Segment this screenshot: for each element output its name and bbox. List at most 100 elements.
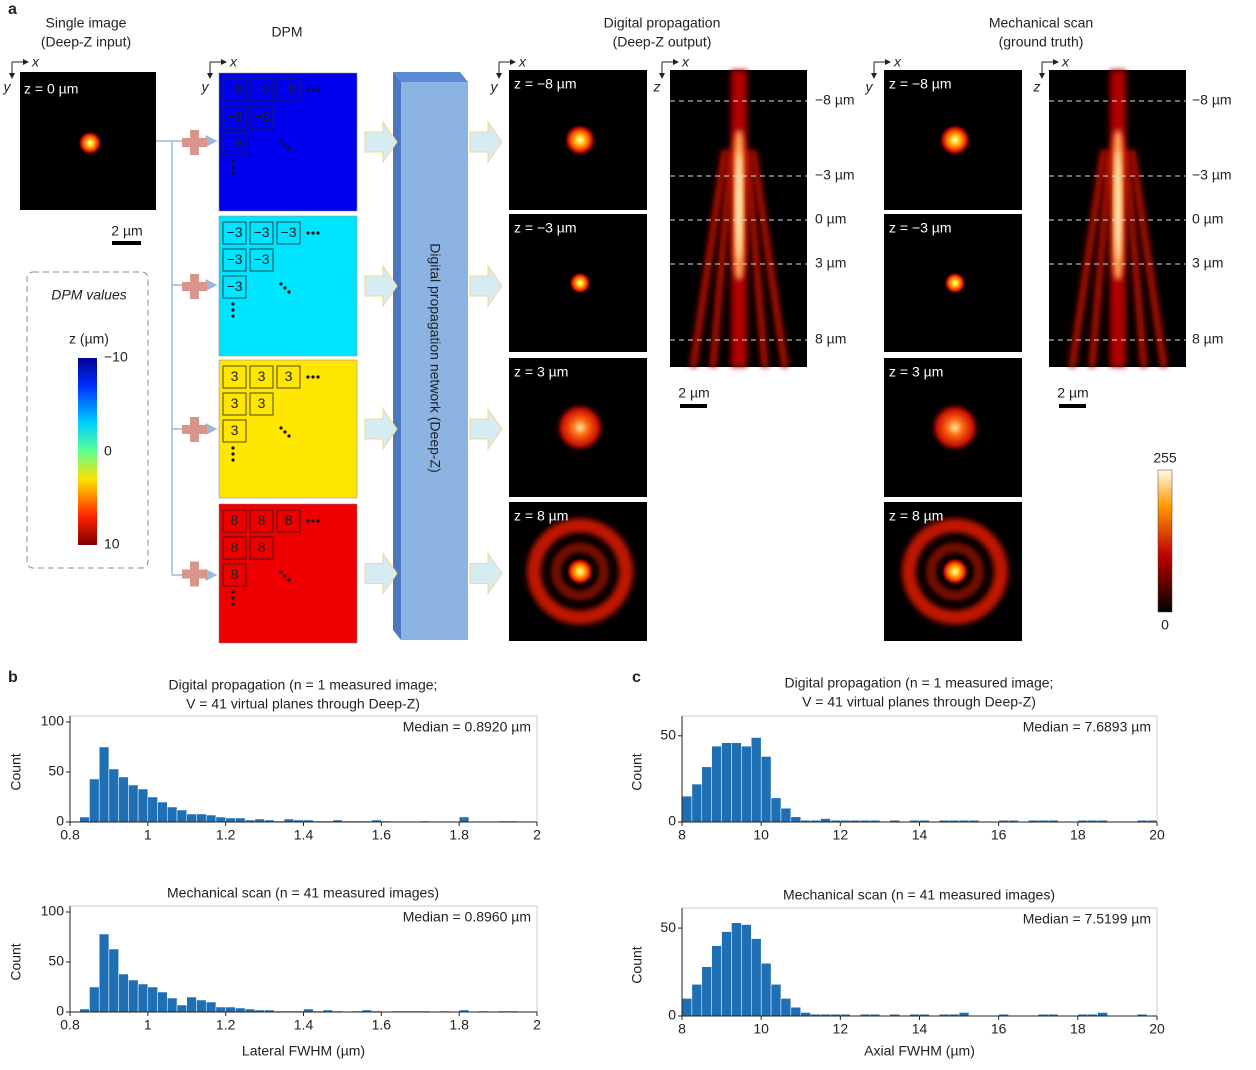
bar xyxy=(89,986,100,1013)
bar xyxy=(681,795,693,823)
dpm-map xyxy=(218,503,358,644)
dpm-value: −3 xyxy=(227,278,243,294)
y-tick-label: 0 xyxy=(56,1003,64,1019)
ellipsis-dot xyxy=(306,88,310,92)
plane-label: z = 3 µm xyxy=(514,364,568,380)
axis-letter: y xyxy=(3,79,12,95)
axis-letter: y xyxy=(201,79,210,95)
ellipsis-dot xyxy=(311,88,315,92)
plane-label: z = −3 µm xyxy=(514,220,577,236)
dpm-value: −3 xyxy=(281,224,297,240)
ellipsis-dot xyxy=(306,519,310,523)
x-tick-label: 0.8 xyxy=(60,1017,80,1033)
dpm-cell xyxy=(276,509,301,533)
block-arrow xyxy=(469,407,503,451)
dpm-value: −3 xyxy=(254,251,270,267)
bar xyxy=(691,783,703,823)
psf-ring xyxy=(527,518,633,625)
dpm-value: −3 xyxy=(254,224,270,240)
bar xyxy=(770,797,782,823)
psf-ring xyxy=(551,542,609,601)
dpm-value: −3 xyxy=(227,224,243,240)
bar xyxy=(760,962,772,1017)
depth-label: −8 µm xyxy=(815,92,855,108)
block-arrow xyxy=(469,551,503,596)
xz-lobe xyxy=(689,149,729,368)
x-tick-label: 20 xyxy=(1149,1021,1165,1037)
bar xyxy=(147,986,158,1013)
bar xyxy=(780,998,792,1017)
bar xyxy=(780,807,792,823)
xz-lobe xyxy=(1128,149,1168,368)
network-label: Digital propagation network (Deep-Z) xyxy=(427,243,443,473)
dpm-value: 3 xyxy=(231,395,239,411)
x-tick-label: 1.2 xyxy=(216,1017,236,1033)
median-label: Median = 0.8960 µm xyxy=(403,909,531,925)
dpm-map xyxy=(218,72,358,212)
dpm-cell xyxy=(249,105,274,129)
dpm-cell xyxy=(276,221,301,245)
bar xyxy=(731,742,742,823)
dpm-cell xyxy=(222,509,247,533)
ellipsis-dot xyxy=(231,165,235,169)
dpm-value: 3 xyxy=(258,368,266,384)
scale-label: 2 µm xyxy=(678,385,709,401)
dpm-map xyxy=(218,359,358,499)
depth-label: 8 µm xyxy=(815,331,846,347)
bar xyxy=(1097,1012,1108,1017)
ellipsis-dot xyxy=(279,570,283,574)
ellipsis-dot xyxy=(306,231,310,235)
bar xyxy=(711,945,722,1017)
ellipsis-dot xyxy=(283,430,287,434)
block-arrow xyxy=(364,264,398,308)
bar xyxy=(711,745,722,823)
colorbar-label: −10 xyxy=(104,349,128,365)
x-tick-label: 10 xyxy=(753,1021,769,1037)
axis-letter: x xyxy=(518,54,527,70)
bar xyxy=(681,998,693,1017)
intensity-colorbar xyxy=(1157,469,1173,613)
axis-letter: y xyxy=(865,79,874,95)
depth-label: −8 µm xyxy=(1192,92,1232,108)
ellipsis-dot xyxy=(231,159,235,163)
bar xyxy=(235,1007,246,1013)
bar xyxy=(458,816,470,823)
ellipsis-dot xyxy=(283,574,287,578)
y-axis-label: Count xyxy=(8,753,24,790)
ellipsis-dot xyxy=(306,375,310,379)
dpm-cell xyxy=(249,248,274,272)
plane-label: z = −8 µm xyxy=(889,76,952,92)
y-axis-label: Count xyxy=(629,753,645,790)
bar xyxy=(176,809,187,823)
axis-letter: x xyxy=(31,54,40,70)
bar xyxy=(79,816,90,823)
dpm-cell xyxy=(249,365,274,389)
network-box xyxy=(401,82,468,640)
dpm-cell xyxy=(222,275,247,299)
column-title: (Deep-Z output) xyxy=(613,34,712,50)
ellipsis-dot xyxy=(231,602,235,606)
depth-label: 3 µm xyxy=(815,255,846,271)
bar xyxy=(701,966,712,1017)
plane-label: z = 8 µm xyxy=(514,508,568,524)
bar xyxy=(137,788,149,823)
psf-spot xyxy=(569,272,591,294)
bar xyxy=(98,933,110,1013)
ellipsis-dot xyxy=(231,302,235,306)
depth-label: −3 µm xyxy=(815,167,855,183)
ellipsis-dot xyxy=(311,231,315,235)
psf-spot xyxy=(939,124,971,156)
bar xyxy=(89,778,100,823)
x-tick-label: 10 xyxy=(753,827,769,843)
y-tick-label: 0 xyxy=(56,813,64,829)
dpm-value: 3 xyxy=(285,368,293,384)
dpm-value: −3 xyxy=(227,251,243,267)
bar xyxy=(800,1012,811,1017)
dpm-cell xyxy=(249,536,274,560)
ellipsis-dot xyxy=(316,231,320,235)
column-title: (ground truth) xyxy=(999,34,1084,50)
x-tick-label: 18 xyxy=(1070,1021,1086,1037)
ellipsis-dot xyxy=(311,375,315,379)
